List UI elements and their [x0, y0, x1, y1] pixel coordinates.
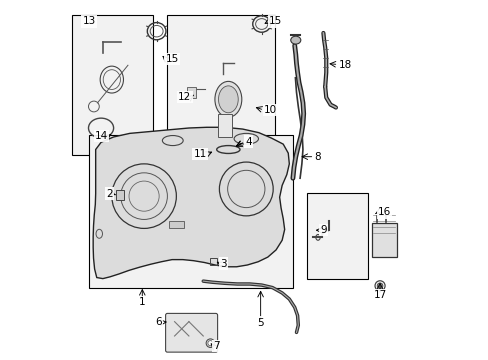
Bar — [167, 15, 274, 169]
Circle shape — [207, 341, 212, 346]
Circle shape — [206, 339, 214, 347]
Circle shape — [376, 283, 382, 289]
Text: 15: 15 — [268, 17, 282, 27]
Bar — [72, 15, 153, 155]
Text: 18: 18 — [338, 59, 351, 69]
Text: 15: 15 — [165, 54, 179, 64]
Text: 5: 5 — [257, 318, 264, 328]
Text: 13: 13 — [82, 17, 96, 27]
Text: 2: 2 — [106, 189, 112, 199]
Text: 12: 12 — [178, 92, 191, 102]
Bar — [169, 221, 183, 228]
Text: 7: 7 — [213, 341, 220, 351]
FancyBboxPatch shape — [165, 314, 217, 352]
Bar — [88, 135, 292, 288]
Text: 4: 4 — [244, 137, 251, 147]
Bar — [187, 87, 196, 98]
Text: 8: 8 — [314, 152, 321, 162]
Text: 1: 1 — [139, 297, 145, 307]
Bar — [306, 193, 367, 279]
Text: 3: 3 — [220, 258, 226, 269]
Text: 17: 17 — [373, 291, 386, 301]
Bar — [371, 223, 396, 257]
Bar — [116, 190, 124, 200]
Text: 6: 6 — [155, 318, 162, 327]
Bar — [217, 114, 231, 137]
Text: 9: 9 — [320, 225, 326, 235]
Polygon shape — [93, 127, 289, 279]
Text: 10: 10 — [264, 105, 277, 115]
Ellipse shape — [214, 81, 241, 117]
Text: 16: 16 — [377, 207, 390, 217]
Ellipse shape — [218, 86, 238, 113]
Text: 14: 14 — [95, 131, 108, 141]
Text: 11: 11 — [193, 149, 206, 159]
Ellipse shape — [290, 36, 300, 44]
